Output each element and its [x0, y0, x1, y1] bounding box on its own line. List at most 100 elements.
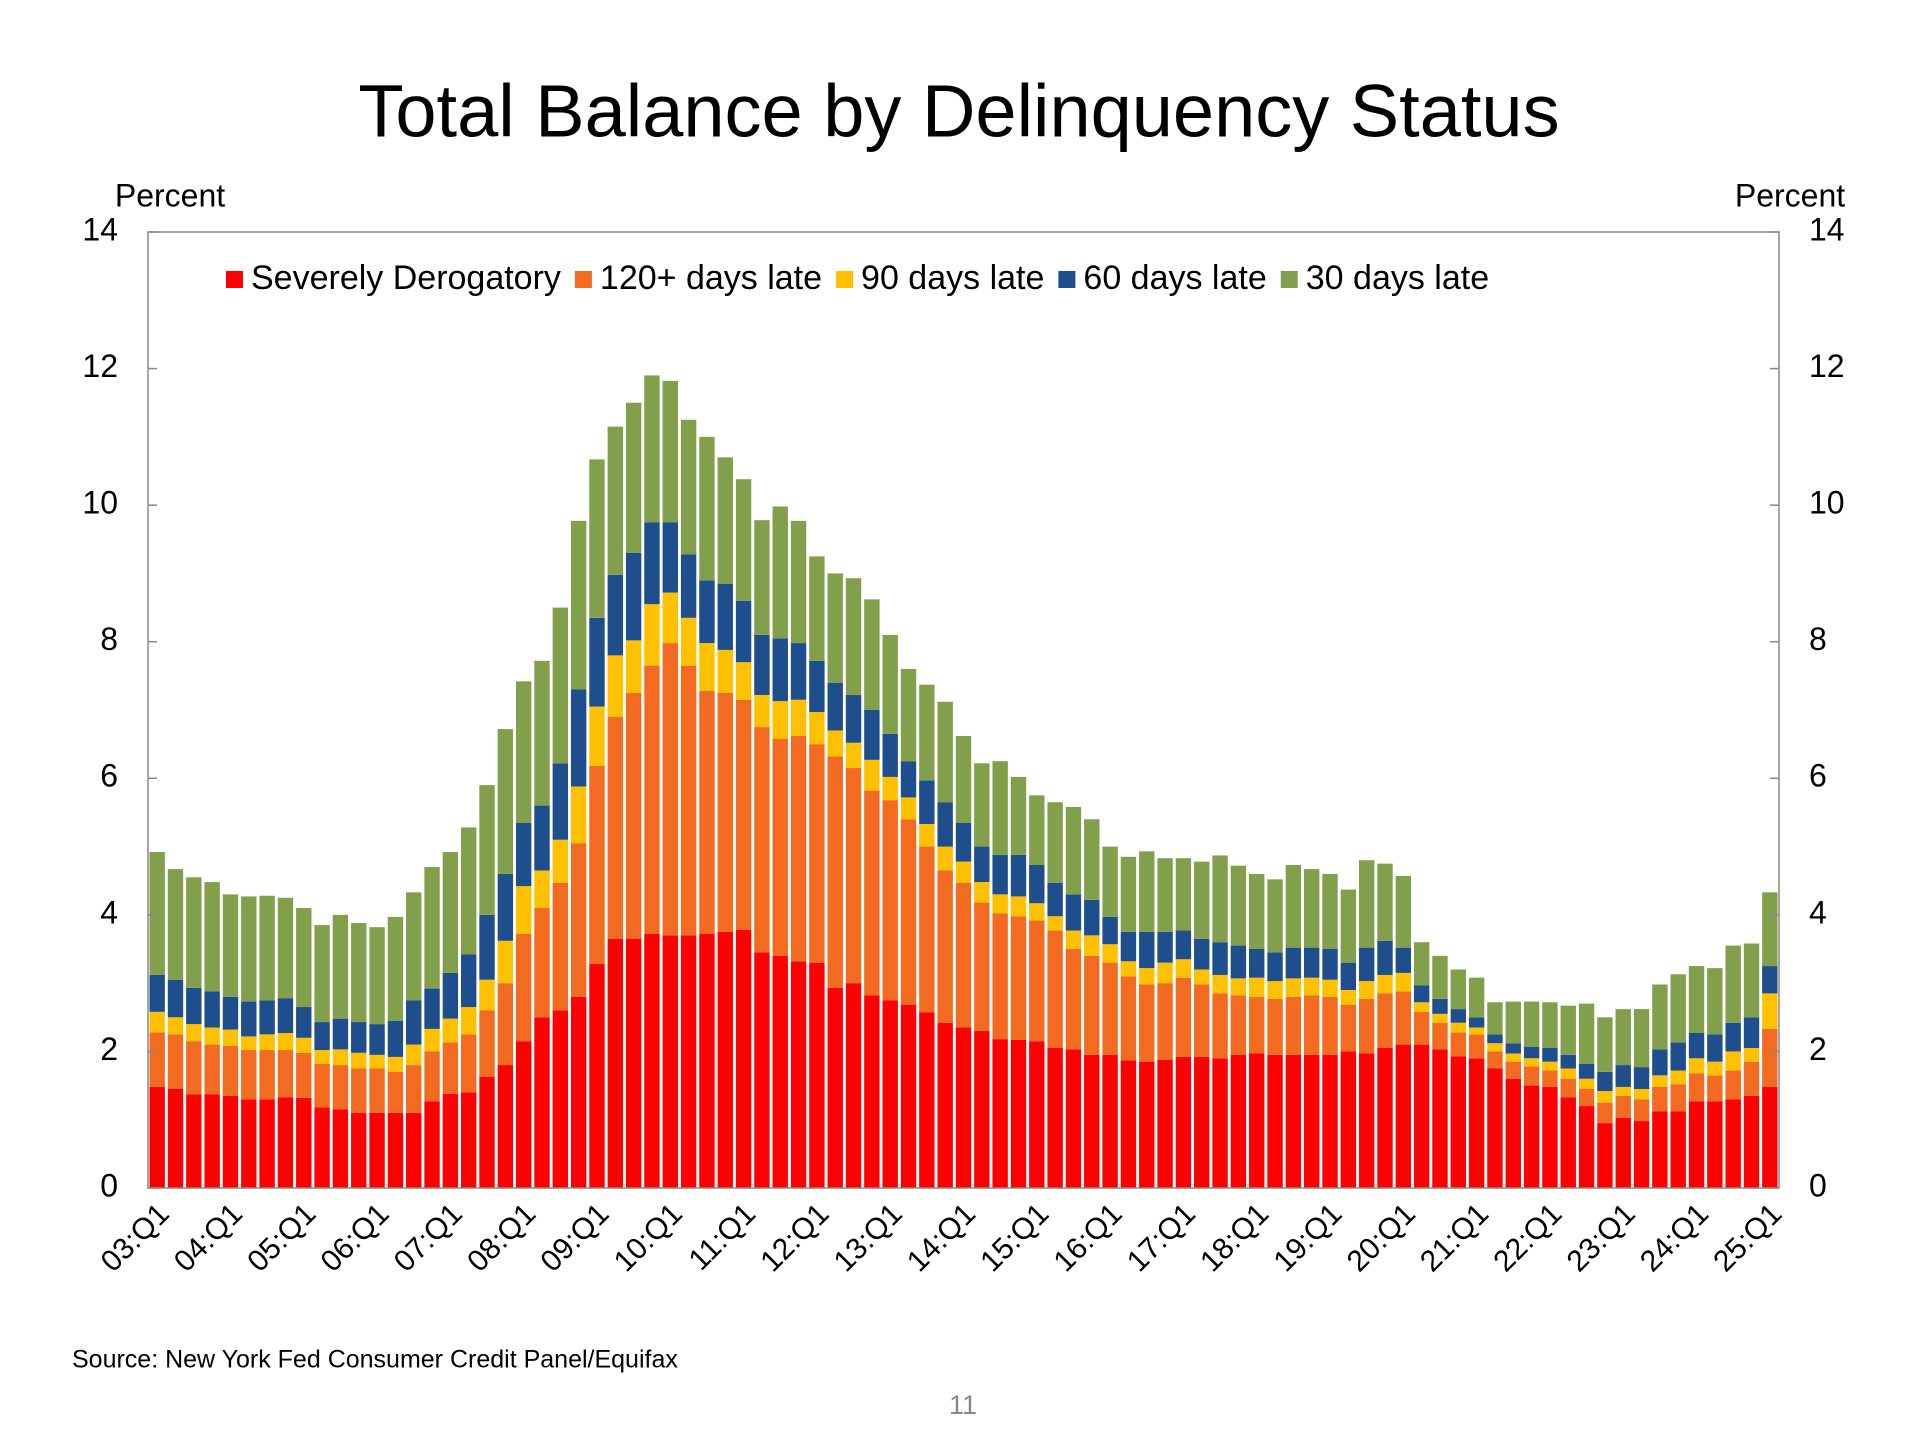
bar-segment	[900, 797, 917, 820]
bar-segment	[479, 914, 495, 980]
bar-segment	[442, 1093, 459, 1188]
bar-segment	[1432, 1049, 1448, 1188]
bar-segment	[1249, 996, 1265, 1054]
bar-segment	[625, 938, 642, 1188]
bar-segment	[1120, 976, 1137, 1061]
bar-segment	[1102, 916, 1118, 945]
bar-segment	[1340, 1051, 1357, 1188]
bar-segment	[974, 763, 990, 847]
bar-segment	[1139, 1061, 1155, 1188]
bar-segment	[1340, 962, 1357, 990]
bar-segment	[314, 1022, 330, 1051]
bar-segment	[1578, 1078, 1595, 1089]
bar-segment	[1597, 1102, 1613, 1124]
bar-segment	[1725, 945, 1741, 1023]
x-tick-label: 04:Q1	[168, 1197, 249, 1278]
bar-segment	[1230, 978, 1247, 996]
bar-segment	[607, 574, 624, 656]
bar-segment	[845, 768, 862, 984]
bar-segment	[406, 1000, 422, 1045]
bar-segment	[1505, 1043, 1521, 1054]
bar-segment	[845, 694, 862, 743]
bar-segment	[241, 1001, 257, 1037]
bar-segment	[149, 1086, 165, 1188]
bar-segment	[1670, 974, 1686, 1043]
bar-segment	[1743, 1061, 1760, 1096]
bar-segment	[1285, 1054, 1302, 1188]
y-tick-label: 0	[100, 1167, 118, 1203]
bar-segment	[241, 1099, 257, 1188]
bar-segment	[387, 916, 404, 1021]
bar-segment	[534, 908, 550, 1018]
bar-segment	[259, 1050, 275, 1100]
bar-segment	[992, 894, 1008, 914]
bar-segment	[1413, 942, 1430, 986]
bar-segment	[1670, 1070, 1686, 1085]
bar-segment	[479, 1076, 495, 1188]
bar-segment	[772, 506, 788, 639]
bar-segment	[1285, 947, 1302, 979]
bar-segment	[1285, 996, 1302, 1055]
bar-segment	[552, 1010, 569, 1188]
bar-segment	[1450, 1056, 1466, 1188]
bar-segment	[1395, 875, 1412, 948]
bar-segment	[1432, 998, 1448, 1014]
bar-segment	[1249, 1053, 1265, 1188]
bar-segment	[790, 961, 807, 1188]
bar-segment	[1560, 1005, 1576, 1055]
bar-segment	[1542, 1070, 1558, 1087]
bar-segment	[277, 1097, 294, 1188]
bar-segment	[955, 882, 972, 1028]
bar-segment	[1194, 984, 1210, 1057]
bar-segment	[167, 1017, 184, 1035]
bar-segment	[1175, 1056, 1192, 1188]
bar-segment	[1194, 938, 1210, 970]
bar-segment	[699, 643, 715, 691]
legend-swatch	[836, 271, 854, 288]
bar-segment	[1468, 1017, 1485, 1028]
bar-segment	[479, 785, 495, 915]
bar-segment	[1084, 1054, 1100, 1188]
bar-segment	[589, 617, 605, 707]
bar-segment	[1120, 856, 1137, 932]
bar-segment	[1194, 861, 1210, 939]
bar-segment	[1029, 920, 1045, 1042]
y2-tick-label: 4	[1809, 894, 1827, 930]
bar-segment	[607, 716, 624, 939]
legend-label: Severely Derogatory	[251, 259, 561, 297]
bar-segment	[864, 790, 880, 996]
y2-tick-label: 14	[1809, 211, 1845, 247]
bar-segment	[204, 882, 220, 992]
bar-segment	[790, 699, 807, 736]
bar-segment	[1010, 896, 1027, 917]
bar-segment	[1395, 1044, 1412, 1188]
x-tick-label: 14:Q1	[901, 1197, 982, 1278]
bar-segment	[790, 643, 807, 700]
bar-segment	[589, 765, 605, 965]
legend-swatch	[574, 271, 592, 288]
bar-segment	[1597, 1123, 1613, 1188]
bar-segment	[1578, 1088, 1595, 1107]
bar-segment	[1578, 1106, 1595, 1188]
bar-segment	[1578, 1003, 1595, 1064]
bar-segment	[1249, 873, 1265, 949]
bar-segment	[1725, 1022, 1741, 1052]
bar-segment	[1065, 894, 1082, 931]
bar-segment	[1743, 1017, 1760, 1049]
bar-segment	[167, 1088, 184, 1188]
bar-segment	[515, 681, 532, 823]
bar-segment	[149, 1011, 165, 1033]
x-tick-label: 07:Q1	[388, 1197, 469, 1278]
bar-segment	[332, 1049, 349, 1066]
bar-segment	[992, 761, 1008, 855]
bar-segment	[1010, 854, 1027, 897]
legend-label: 120+ days late	[600, 259, 822, 297]
bar-segment	[992, 913, 1008, 1040]
bar-segment	[735, 699, 752, 930]
bar-segment	[699, 580, 715, 644]
bar-segment	[625, 692, 642, 939]
bar-segment	[644, 375, 660, 523]
bar-segment	[1102, 944, 1118, 963]
bar-segment	[1652, 1086, 1668, 1112]
bar-segment	[1212, 993, 1228, 1059]
